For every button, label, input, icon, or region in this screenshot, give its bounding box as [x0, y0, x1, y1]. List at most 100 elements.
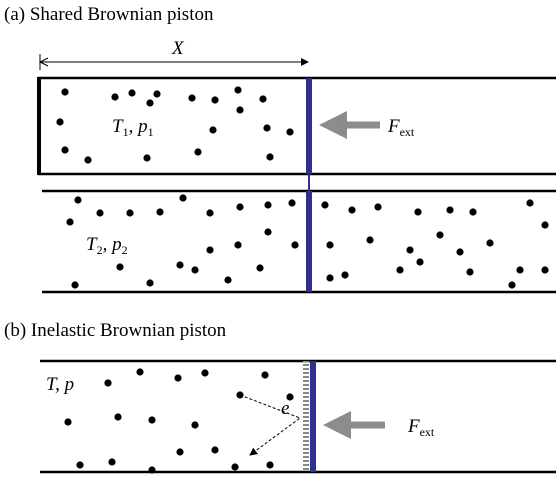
particle — [108, 458, 116, 466]
particle — [516, 266, 524, 274]
particle — [236, 203, 244, 211]
particle — [153, 90, 161, 98]
particle — [264, 201, 272, 209]
particle — [188, 94, 196, 102]
particle — [96, 209, 104, 217]
particle — [263, 124, 271, 132]
particle — [321, 201, 329, 209]
particle — [286, 128, 294, 136]
particle — [74, 196, 82, 204]
particle — [174, 374, 182, 382]
particle — [466, 268, 474, 276]
particle — [256, 264, 264, 272]
label-part: T — [112, 116, 124, 137]
particle — [366, 236, 374, 244]
label-part: F — [407, 416, 420, 437]
particle — [176, 261, 184, 269]
particle — [266, 153, 274, 161]
particle — [396, 266, 404, 274]
chamber-label: T2​, p2​ — [86, 234, 128, 257]
piston-rod — [308, 174, 310, 191]
particle — [211, 96, 219, 104]
particle — [148, 416, 156, 424]
panel-title: (a) Shared Brownian piston — [4, 4, 214, 25]
particle — [66, 218, 74, 226]
particle — [224, 276, 232, 284]
particle — [206, 246, 214, 254]
label-subscript: ext — [420, 425, 435, 439]
particle — [209, 126, 217, 134]
particle — [286, 393, 294, 401]
particle — [469, 208, 477, 216]
label-part: , — [103, 234, 113, 255]
particle — [201, 369, 209, 377]
particle — [194, 148, 202, 156]
label-subscript: 1 — [123, 125, 129, 139]
particle — [146, 99, 154, 107]
label-part: p — [110, 234, 122, 255]
label-part: , — [129, 116, 139, 137]
particle — [111, 93, 119, 101]
label-part: p — [136, 116, 148, 137]
particle — [104, 379, 112, 387]
particle — [61, 146, 69, 154]
particle — [234, 86, 242, 94]
panel-title: (b) Inelastic Brownian piston — [4, 320, 227, 341]
force-label: Fext — [387, 116, 415, 139]
label-subscript: ext — [400, 125, 415, 139]
particle — [486, 239, 494, 247]
collision-path — [239, 394, 302, 456]
piston — [310, 361, 316, 472]
particle — [191, 421, 199, 429]
particle — [76, 461, 84, 469]
particle — [326, 274, 334, 282]
label-subscript: 2 — [122, 243, 128, 257]
particle — [541, 221, 549, 229]
particle — [61, 88, 69, 96]
particle — [526, 199, 534, 207]
particle — [126, 209, 134, 217]
particle — [191, 266, 199, 274]
piston — [306, 78, 312, 174]
particles — [56, 86, 549, 474]
inelastic-layer — [303, 361, 309, 472]
particle — [291, 241, 299, 249]
particle — [436, 231, 444, 239]
label-part: F — [387, 116, 400, 137]
particle — [326, 241, 334, 249]
particle — [288, 199, 296, 207]
particle — [416, 258, 424, 266]
particle — [128, 89, 136, 97]
chamber-label: T, p — [46, 374, 74, 395]
particle — [259, 95, 267, 103]
particle — [143, 154, 151, 162]
label-part: T — [86, 234, 98, 255]
particle — [136, 368, 144, 376]
particle — [211, 446, 219, 454]
particle — [348, 206, 356, 214]
label-subscript: 1 — [148, 125, 154, 139]
particle — [148, 466, 156, 474]
particle — [508, 281, 516, 289]
particle — [114, 413, 122, 421]
particle — [231, 463, 239, 471]
particle — [541, 266, 549, 274]
particle — [179, 194, 187, 202]
particle — [206, 209, 214, 217]
particle — [264, 228, 272, 236]
particle — [146, 279, 154, 287]
particle — [234, 241, 242, 249]
length-label: X — [171, 38, 185, 59]
particle — [156, 208, 164, 216]
particle — [176, 448, 184, 456]
label-part: T, p — [46, 374, 74, 395]
particle — [456, 248, 464, 256]
particle — [236, 391, 244, 399]
force-label: Fext — [407, 416, 435, 439]
particle — [406, 246, 414, 254]
particle — [64, 418, 72, 426]
particle — [374, 203, 382, 211]
particle — [414, 208, 422, 216]
piston — [306, 191, 312, 292]
